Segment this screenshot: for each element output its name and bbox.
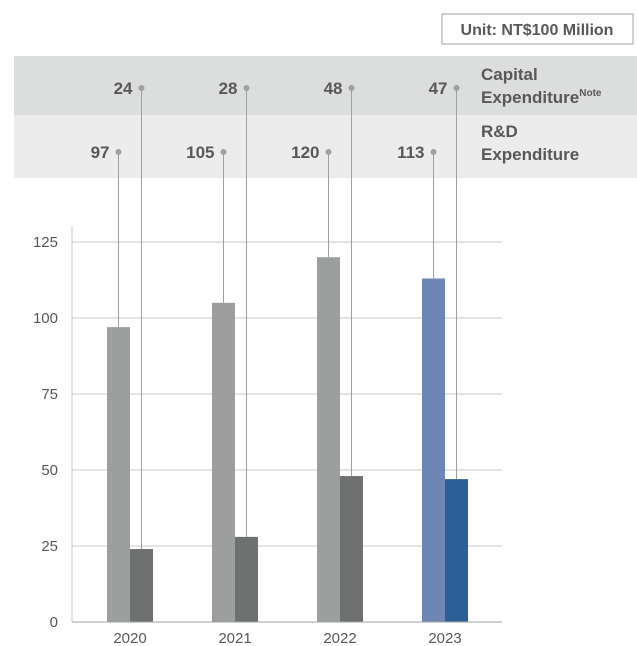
note-superscript: Note (579, 88, 602, 99)
unit-label-box (441, 13, 634, 45)
capex-value-label: 24 (114, 79, 133, 98)
capex-band (14, 56, 637, 115)
rd-bar-2021 (212, 302, 235, 622)
capex-connector-dot (453, 85, 460, 91)
x-tick-label: 2021 (218, 630, 251, 646)
rd-connector-dot (430, 149, 437, 155)
capex-value-label: 48 (324, 79, 343, 98)
capex-connector-dot (138, 85, 145, 91)
y-tick-label: 125 (33, 234, 58, 251)
capex-bar-2023 (445, 479, 468, 622)
series-label-line: Expenditure (481, 145, 579, 164)
x-tick-label: 2020 (113, 630, 146, 646)
x-tick-label: 2022 (323, 630, 356, 646)
x-tick-label: 2023 (428, 630, 461, 646)
capex-connector-dot (243, 85, 250, 91)
axes: 0 25 50 75 100 125 2020 2021 2022 2023 (33, 226, 502, 646)
rd-bar-2020 (107, 327, 130, 622)
rd-value-label: 120 (291, 143, 319, 162)
y-tick-label: 0 (50, 614, 58, 631)
series-labels: Capital ExpenditureNote R&D Expenditure (481, 65, 602, 164)
capex-value-label: 28 (219, 79, 238, 98)
capex-value-label: 47 (429, 79, 448, 98)
rd-value-label: 113 (397, 143, 424, 162)
capex-bar-2022 (340, 476, 363, 622)
series-label-line: R&D (481, 122, 518, 141)
connector-lines (115, 85, 460, 550)
rd-connector-dot (325, 149, 332, 155)
rd-bar-2022 (317, 257, 340, 622)
y-tick-label: 50 (41, 462, 58, 479)
rd-band (14, 115, 637, 178)
capex-bar-2021 (235, 536, 258, 622)
y-tick-label: 25 (41, 538, 58, 555)
rd-connector-dot (115, 149, 122, 155)
data-labels: 97 24 105 28 120 48 113 47 (91, 79, 448, 162)
series-label-line: Capital (481, 65, 538, 84)
rd-value-label: 105 (186, 143, 214, 162)
rd-value-label: 97 (91, 143, 110, 162)
capex-connector-dot (348, 85, 355, 91)
y-tick-label: 100 (33, 310, 58, 327)
unit-label: Unit: NT$100 Million (461, 22, 614, 39)
rd-bar-2023 (422, 278, 445, 622)
series-label-line: ExpenditureNote (481, 88, 602, 107)
capex-bar-2020 (130, 549, 153, 622)
y-tick-label: 75 (41, 386, 58, 403)
rd-connector-dot (220, 149, 227, 155)
bars (107, 257, 468, 622)
